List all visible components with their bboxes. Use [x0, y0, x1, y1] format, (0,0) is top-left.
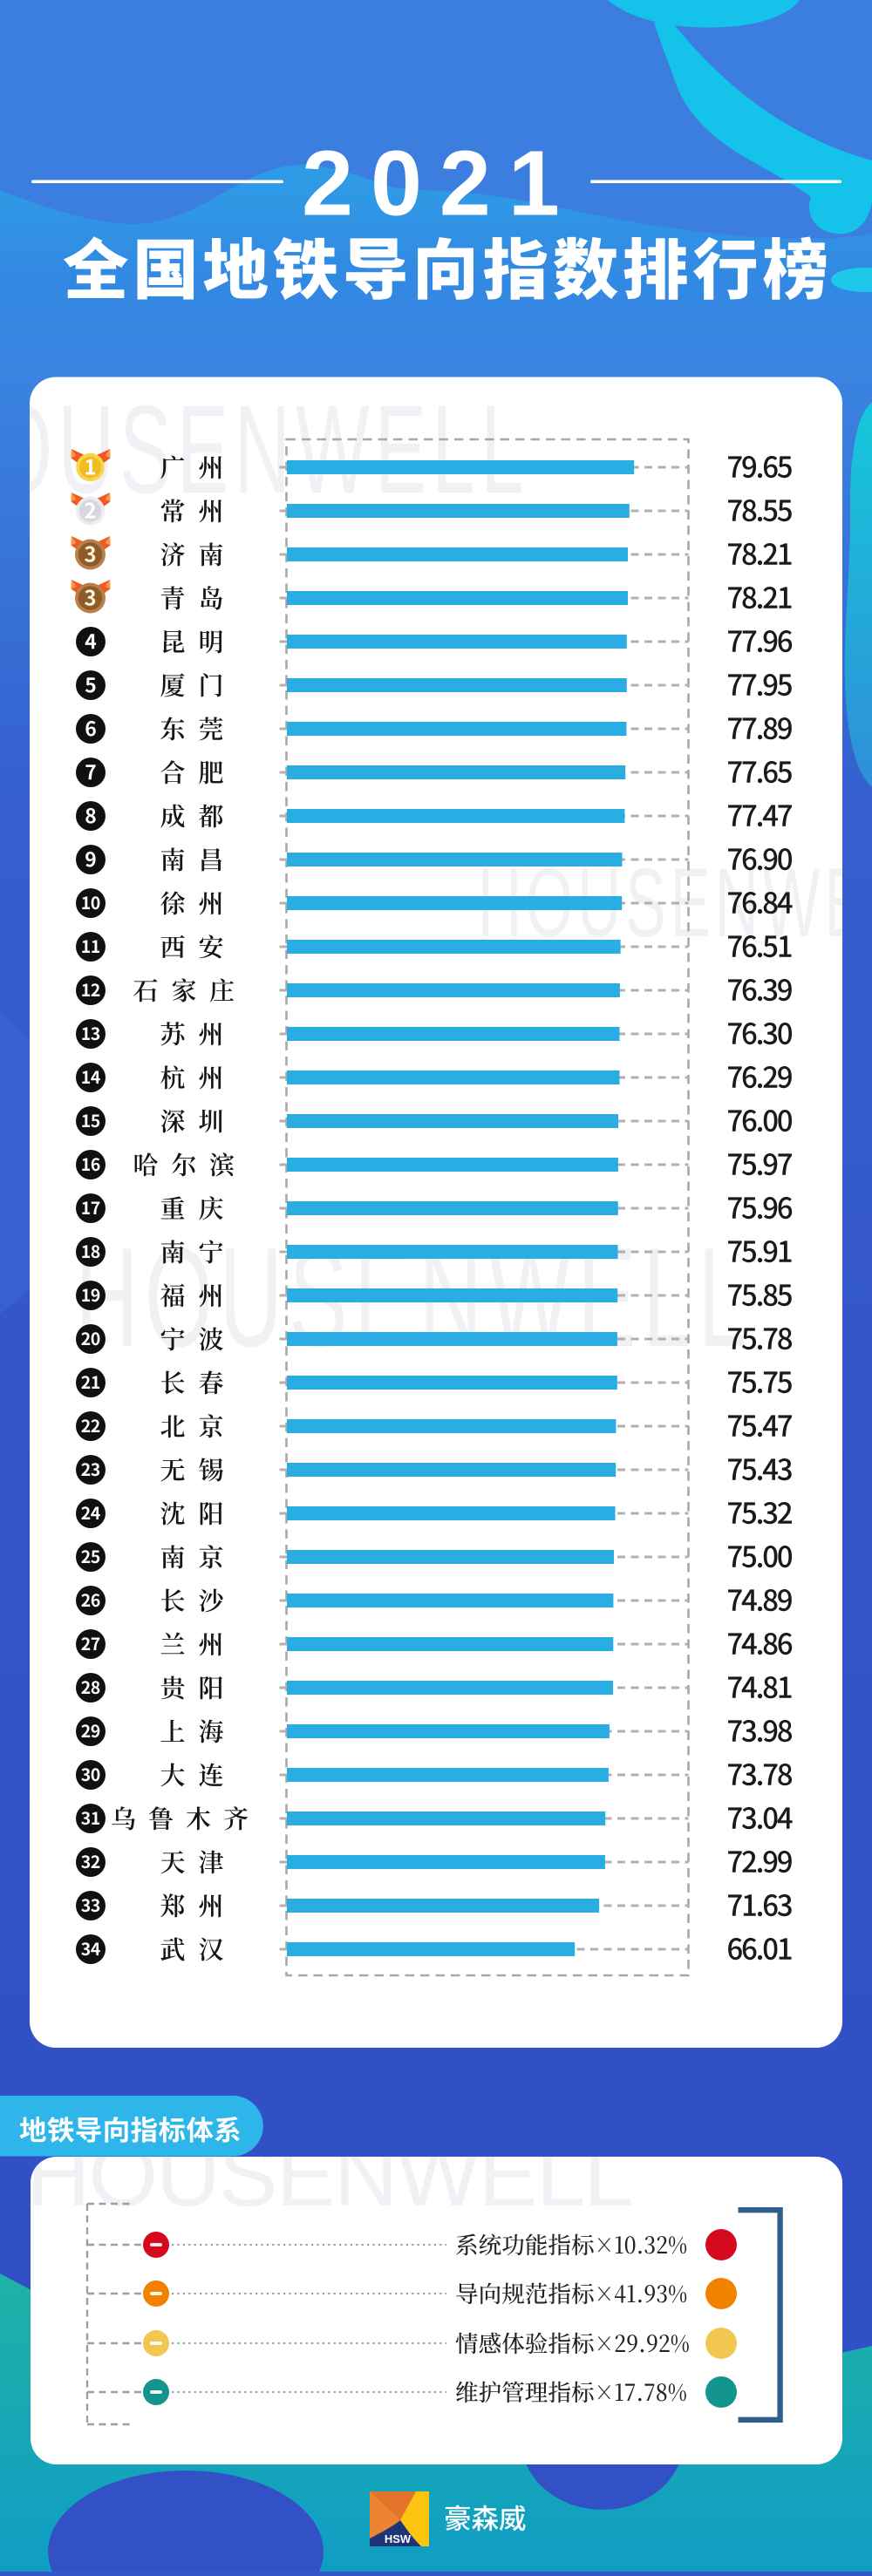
svg-text:2021: 2021 [302, 133, 577, 235]
svg-text:HSW: HSW [385, 2532, 412, 2545]
svg-text:HOUSENWELL: HOUSENWELL [0, 380, 529, 520]
svg-text:HOUSENWELL: HOUSENWELL [26, 2125, 631, 2225]
